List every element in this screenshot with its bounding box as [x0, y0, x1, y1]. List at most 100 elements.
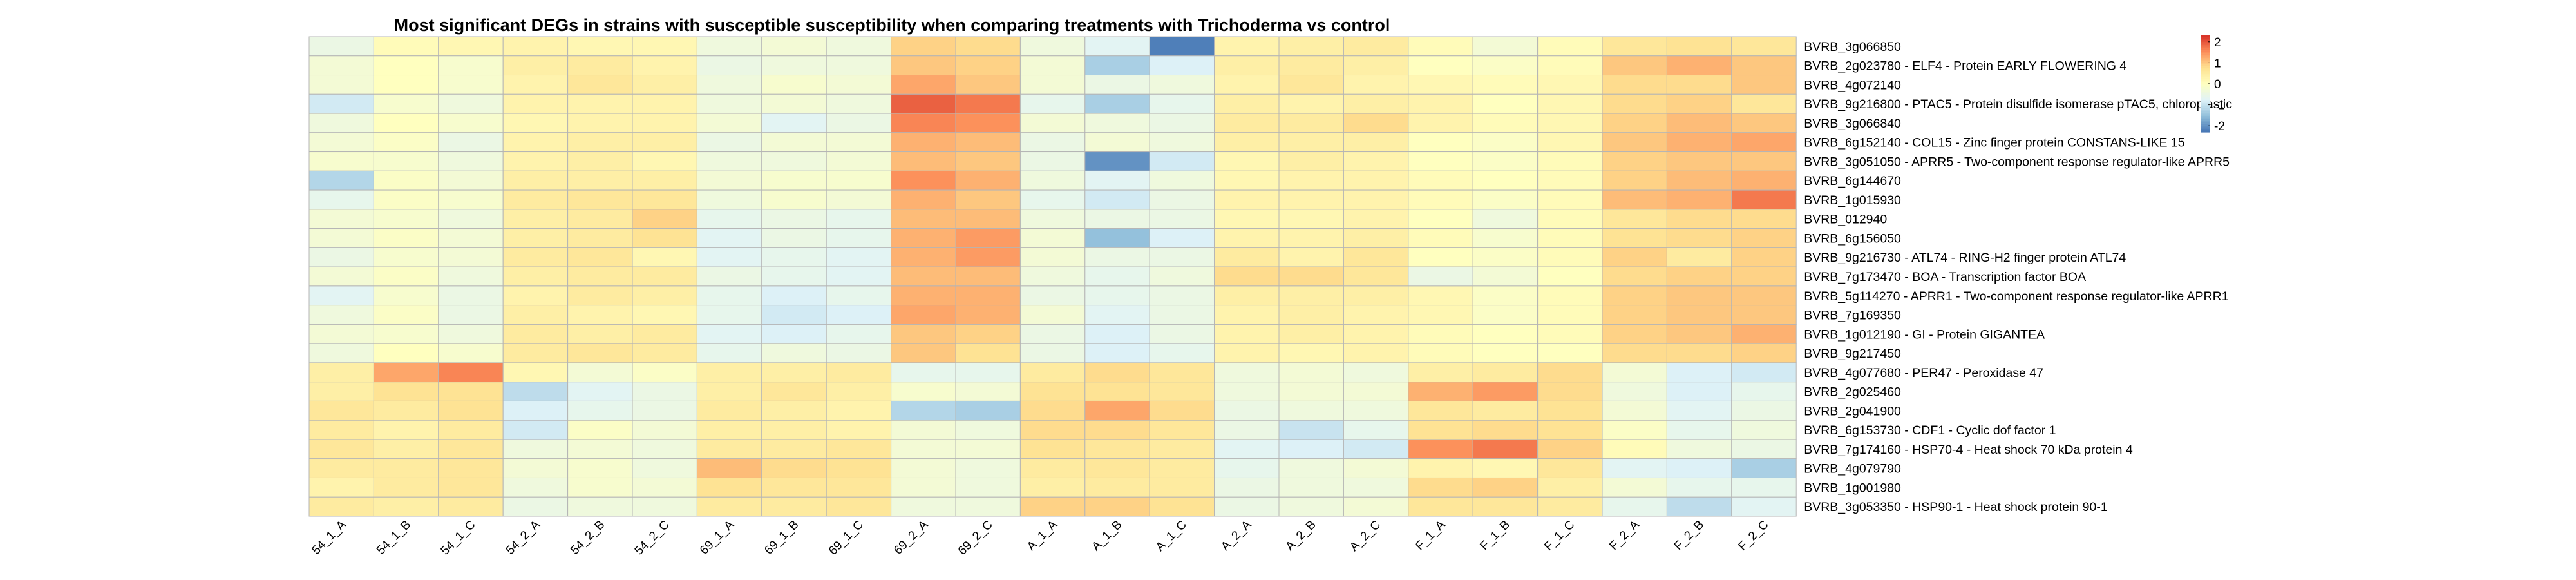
row-label: BVRB_7g169350 [1804, 309, 1901, 323]
row-label: BVRB_2g025460 [1804, 385, 1901, 400]
heatmap-cell [567, 247, 633, 267]
heatmap-cell [1278, 228, 1344, 248]
heatmap-cell [1537, 247, 1603, 267]
heatmap-cell [1731, 285, 1797, 306]
heatmap-cell [1602, 285, 1667, 306]
heatmap-cell [1408, 209, 1473, 229]
heatmap-cell [308, 382, 374, 401]
heatmap-cell [1149, 247, 1215, 267]
heatmap-cell [891, 189, 956, 210]
legend-color-segment [2201, 101, 2210, 104]
heatmap-cell [1472, 400, 1539, 421]
column-label: 69_1_A [697, 517, 737, 557]
row-label: BVRB_4g072140 [1804, 78, 1901, 92]
heatmap-cell [502, 266, 569, 287]
heatmap-cell [1666, 285, 1732, 306]
heatmap-cell [1731, 458, 1797, 478]
heatmap-cell [438, 113, 504, 133]
heatmap-cell [373, 477, 439, 498]
heatmap-cell [1149, 113, 1215, 133]
heatmap-cell [696, 93, 762, 114]
heatmap-cell [502, 247, 569, 267]
heatmap-cell [438, 439, 504, 459]
heatmap-cell [632, 113, 697, 133]
heatmap-cell [502, 151, 569, 171]
heatmap-cell [1278, 400, 1344, 421]
row-label: BVRB_7g173470 - BOA - Transcription fact… [1804, 270, 2086, 284]
row-label: BVRB_1g001980 [1804, 481, 1901, 495]
heatmap-cell [567, 439, 633, 459]
legend-color-segment [2201, 126, 2210, 128]
heatmap-cell [1214, 400, 1280, 421]
heatmap-cell [308, 75, 374, 95]
heatmap-cell [1472, 362, 1539, 383]
heatmap-cell [955, 247, 1021, 267]
heatmap-cell [1537, 75, 1603, 95]
column-label: A_1_C [1153, 518, 1189, 554]
heatmap-cell [1084, 362, 1150, 383]
heatmap-cell [1019, 189, 1086, 210]
heatmap-cell [308, 55, 374, 76]
heatmap-cell [1343, 305, 1409, 325]
heatmap-cell [373, 266, 439, 287]
heatmap-cell [1019, 113, 1086, 133]
legend-color-segment [2201, 37, 2210, 39]
heatmap-cell [761, 170, 827, 191]
heatmap-cell [1537, 189, 1603, 210]
heatmap-cell [955, 362, 1021, 383]
heatmap-cell [1343, 55, 1409, 76]
heatmap-cell [632, 247, 697, 267]
heatmap-cell [1731, 324, 1797, 344]
heatmap-cell [1666, 382, 1732, 401]
heatmap-cell [955, 75, 1021, 95]
heatmap-cell [632, 439, 697, 459]
heatmap-cell [438, 285, 504, 306]
column-label: F_1_B [1477, 518, 1512, 553]
row-label: BVRB_7g174160 - HSP70-4 - Heat shock 70 … [1804, 443, 2133, 457]
heatmap-cell [1537, 132, 1603, 153]
heatmap-cell [438, 55, 504, 76]
heatmap-cell [1537, 324, 1603, 344]
heatmap-cell [761, 113, 827, 133]
heatmap-cell [1731, 209, 1797, 229]
heatmap-cell [826, 285, 892, 306]
heatmap-cell [632, 477, 697, 498]
heatmap-cell [1019, 343, 1086, 363]
heatmap-cell [1602, 247, 1667, 267]
heatmap-cell [696, 228, 762, 248]
column-label: 54_2_C [632, 518, 672, 558]
heatmap-cell [1537, 209, 1603, 229]
legend-color-segment [2201, 69, 2210, 72]
heatmap-cell [1602, 93, 1667, 114]
legend-color-segment [2201, 43, 2210, 46]
column-label: A_1_B [1089, 518, 1124, 554]
heatmap-cell [1731, 55, 1797, 76]
heatmap-cell [1214, 209, 1280, 229]
legend-color-segment [2201, 45, 2210, 48]
heatmap-cell [1408, 420, 1473, 440]
heatmap-cell [1149, 305, 1215, 325]
column-label: A_2_A [1218, 517, 1254, 553]
heatmap-cell [1278, 151, 1344, 171]
heatmap-cell [567, 75, 633, 95]
heatmap-cell [308, 305, 374, 325]
heatmap-cell [1666, 189, 1732, 210]
legend-color-segment [2201, 50, 2210, 52]
heatmap-cell [1278, 477, 1344, 498]
heatmap-cell [1666, 400, 1732, 421]
heatmap-cell [891, 170, 956, 191]
heatmap-cell [1214, 496, 1280, 517]
heatmap-cell [1537, 55, 1603, 76]
heatmap-cell [1472, 75, 1539, 95]
heatmap-cell [567, 382, 633, 401]
heatmap-cell [308, 285, 374, 306]
heatmap-cell [1278, 113, 1344, 133]
row-label: BVRB_2g041900 [1804, 404, 1901, 418]
heatmap-cell [891, 400, 956, 421]
heatmap-cell [1149, 36, 1215, 57]
heatmap-cell [1084, 75, 1150, 95]
column-label: 69_1_B [762, 518, 801, 557]
heatmap-cell [891, 496, 956, 517]
legend-color-segment [2201, 87, 2210, 90]
heatmap-cell [1731, 189, 1797, 210]
